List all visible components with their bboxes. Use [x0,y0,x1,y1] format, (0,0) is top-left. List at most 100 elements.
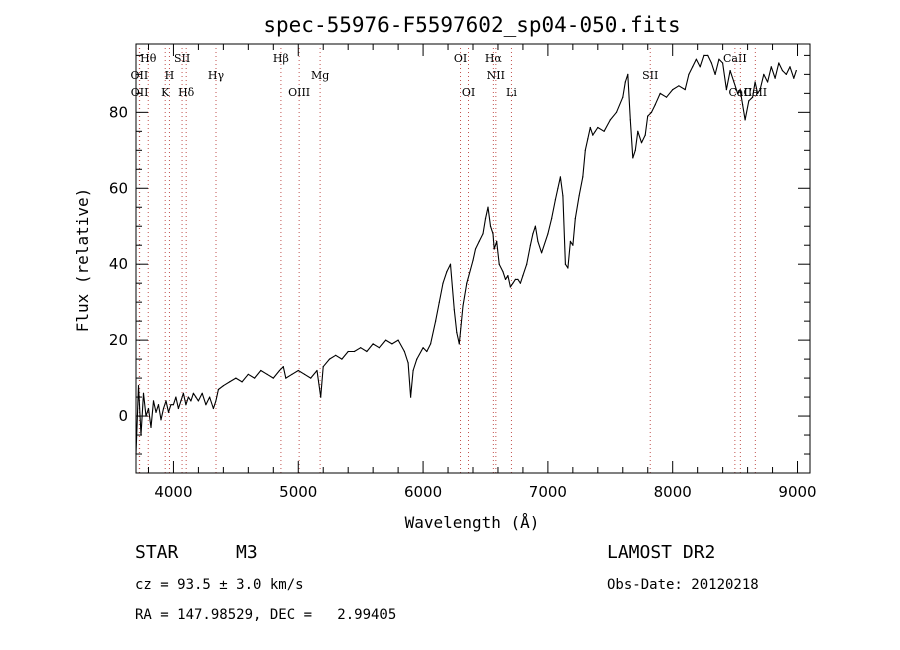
data-point [789,66,791,68]
data-point [412,369,414,372]
marker-label: NII [487,69,505,82]
data-point [502,271,504,273]
x-tick-label: 4000 [154,483,192,501]
data-point [185,404,187,406]
data-point [793,77,795,79]
data-point [744,119,746,121]
data-point [353,350,355,353]
data-point [707,54,709,57]
data-point [587,138,589,140]
data-point [627,73,629,75]
y-tick-label: 20 [109,331,128,349]
data-point [634,149,636,151]
data-point [187,396,189,398]
data-point [182,392,184,394]
data-point [430,343,432,345]
data-point [770,66,772,68]
data-point [684,89,686,91]
data-point [647,115,649,117]
data-point [407,362,409,364]
data-point [212,407,214,410]
data-point [410,396,412,398]
data-point [360,347,362,349]
data-point [551,218,553,220]
data-point [498,263,500,265]
data-point [785,73,787,75]
data-point [142,392,145,394]
data-point [519,282,522,284]
data-point [266,373,268,375]
y-tick-label: 0 [118,407,128,425]
object-subclass: M3 [236,542,258,563]
data-point [710,62,713,64]
data-point [449,263,452,265]
data-point [795,70,797,72]
data-point [278,369,281,372]
data-point [201,392,203,394]
data-point [688,73,690,75]
data-point [754,81,756,83]
marker-label: Hα [485,52,503,65]
data-point [589,126,591,129]
data-point [347,350,349,353]
data-point [209,396,211,398]
data-point [629,119,631,121]
x-axis-label: Wavelength (Å) [405,513,540,532]
data-point [522,275,524,277]
series-layer [135,54,797,455]
data-point [438,301,440,303]
data-point [534,225,537,227]
y-tick-label: 40 [109,255,128,273]
data-point [229,381,231,383]
data-point [197,400,199,402]
data-point [165,400,167,402]
y-tick-label: 80 [109,103,128,121]
data-point [695,58,698,60]
data-point [594,130,596,132]
data-point [665,96,668,98]
data-point [509,286,511,288]
data-point [517,278,519,280]
data-point [285,377,287,379]
data-point [512,282,514,284]
marker-label: K [161,86,170,99]
marker-label: CaII [743,86,767,99]
data-point [559,176,562,178]
marker-label: Hθ [140,52,157,65]
data-point [372,343,374,345]
marker-label: SII [642,69,658,82]
data-point [748,100,750,102]
data-point [541,252,543,254]
data-point [320,396,322,398]
data-point [733,81,735,83]
data-point [632,157,634,159]
data-point [155,411,157,413]
data-point [282,366,284,368]
data-point [190,400,192,402]
marker-label: Hδ [178,86,195,99]
data-point [195,396,197,398]
data-point [678,85,680,87]
data-point [637,130,639,132]
data-point [160,419,162,421]
data-point [458,343,460,345]
x-tick-label: 9000 [778,483,816,501]
data-point [303,373,306,375]
data-point [297,369,299,372]
data-point [157,404,160,406]
data-point [532,233,534,235]
data-point [644,134,646,136]
data-point [672,89,674,91]
coordinates: RA = 147.98529, DEC = 2.99405 [135,607,396,623]
data-point [328,358,331,360]
data-point [217,388,219,391]
data-point [167,411,170,413]
data-point [493,248,495,250]
data-point [567,267,569,269]
data-point [180,400,182,402]
data-point [462,305,464,307]
data-point [714,73,716,75]
x-tick-label: 6000 [404,483,442,501]
data-point [435,320,437,322]
